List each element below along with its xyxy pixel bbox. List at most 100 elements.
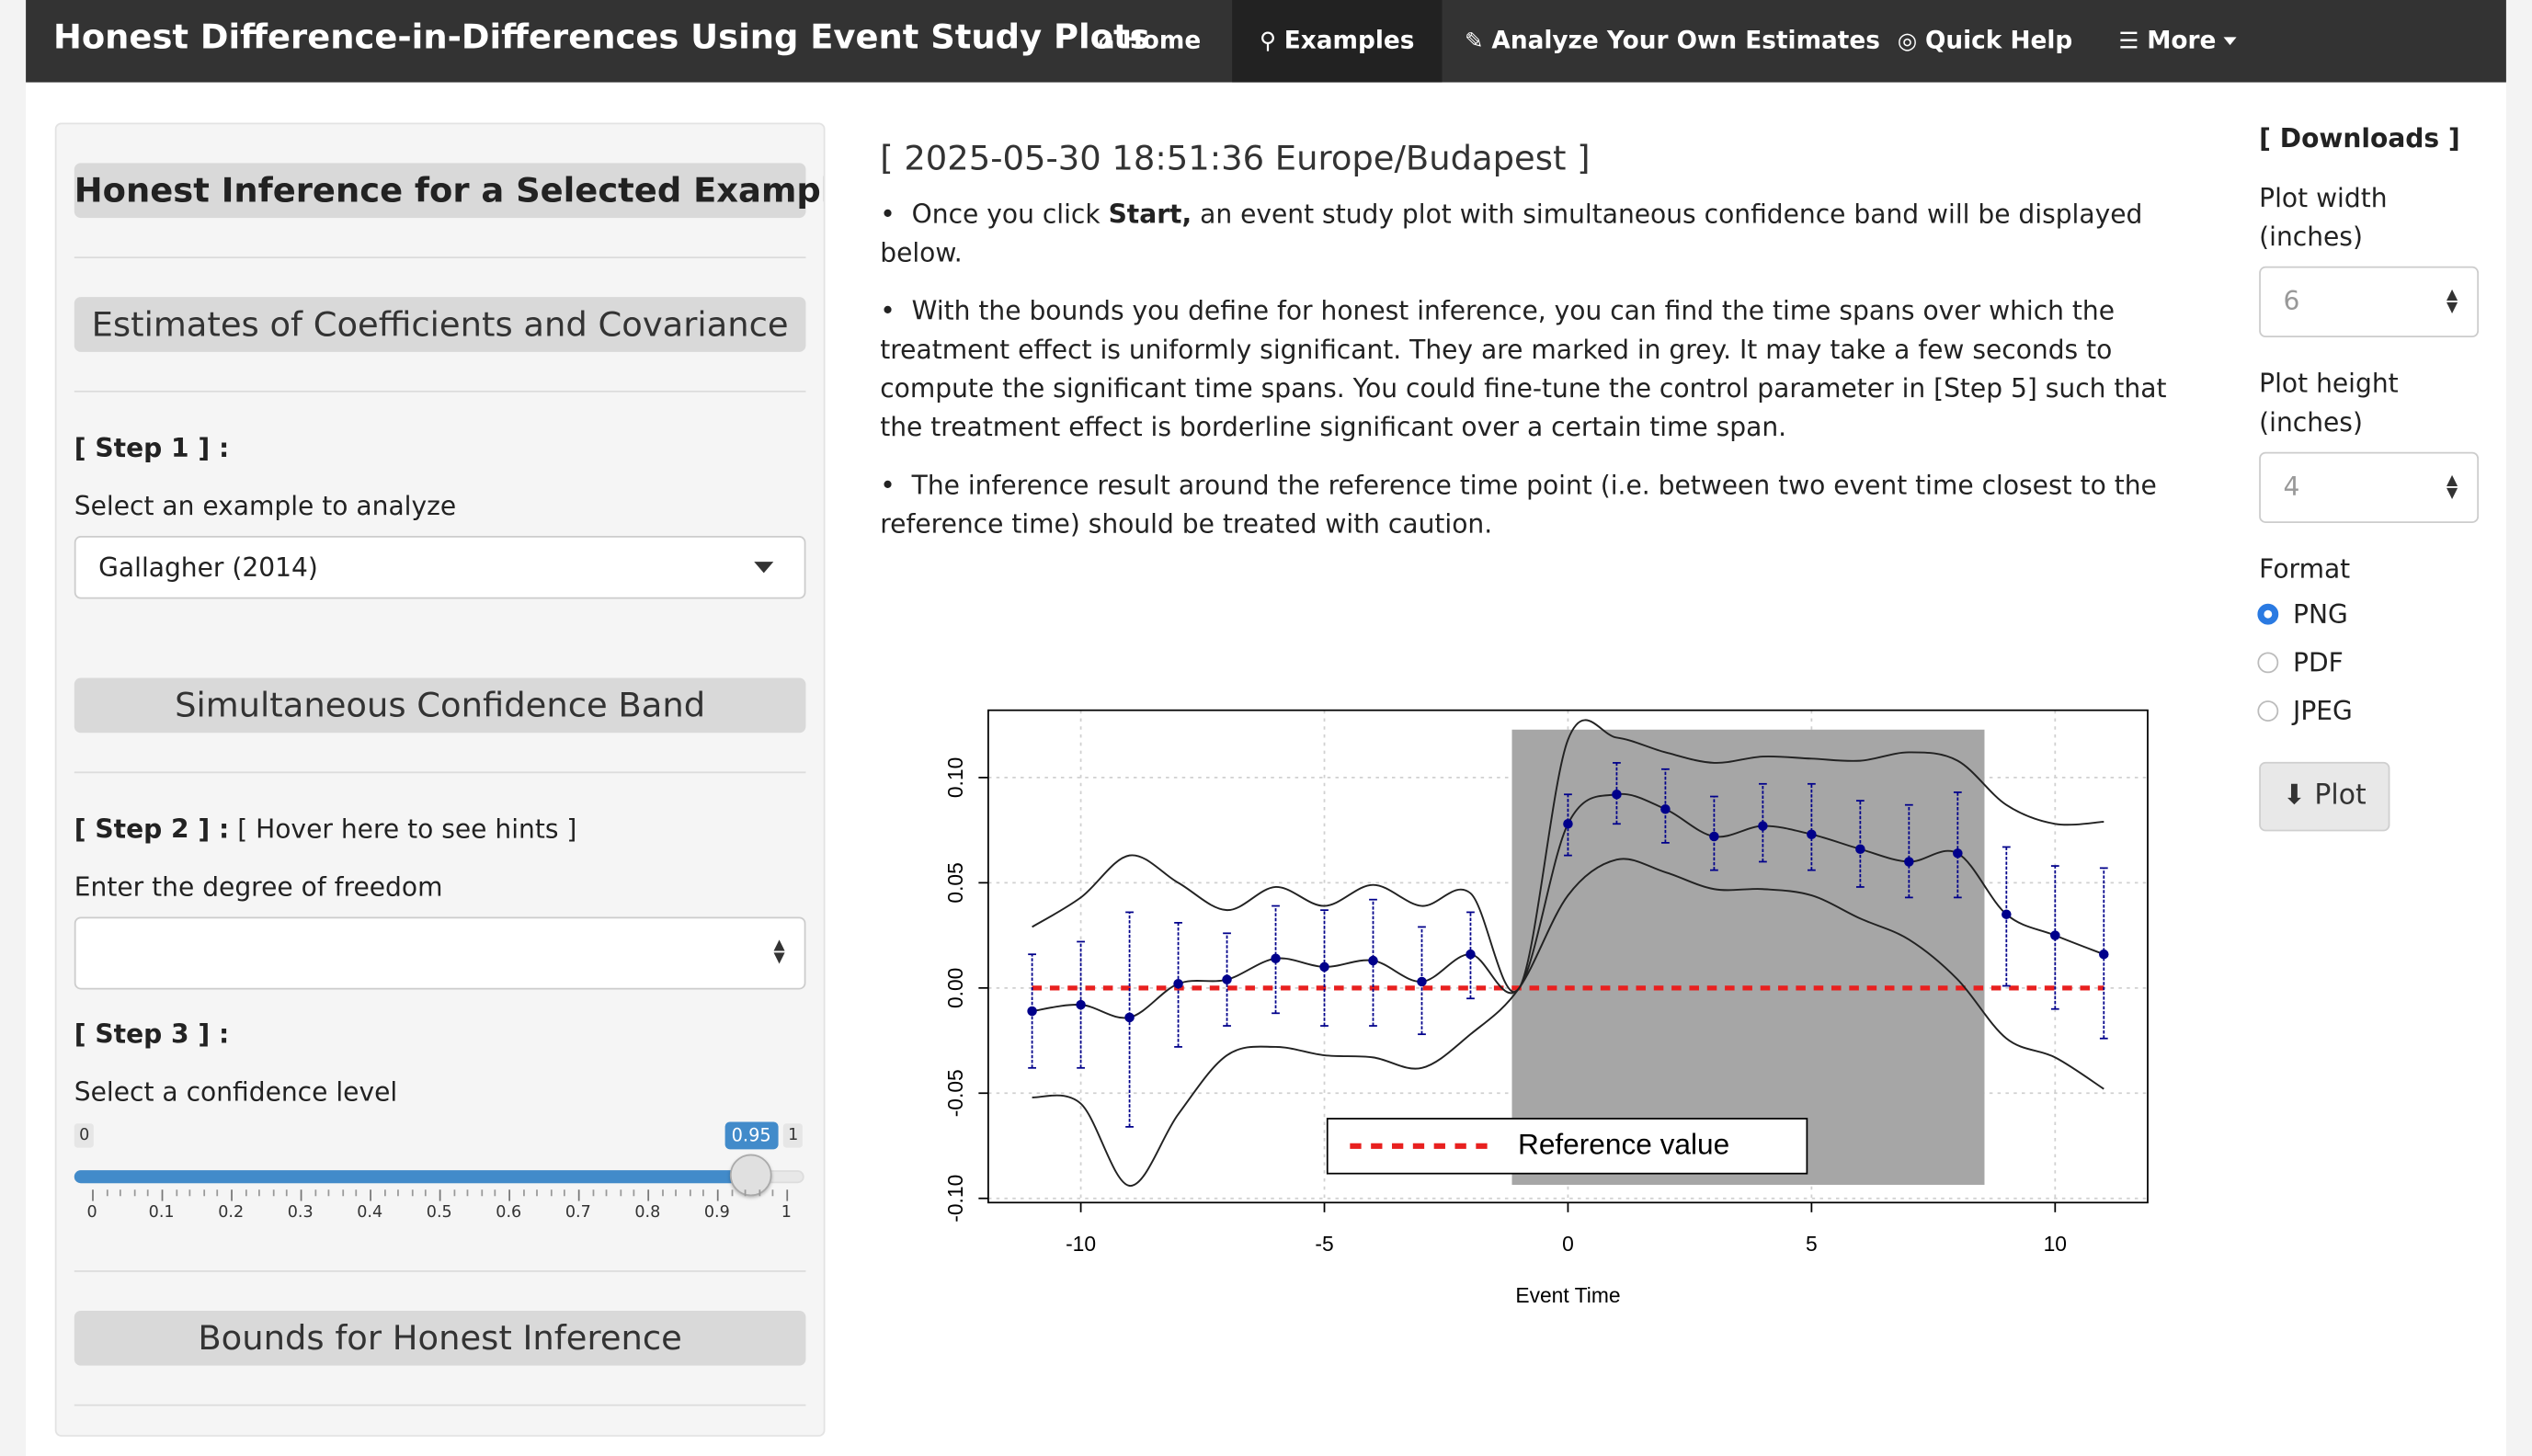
radio-checked[interactable]	[2257, 603, 2279, 625]
download-icon: ⬇	[2282, 779, 2306, 813]
plot-height-value: 4	[2283, 471, 2300, 503]
slider-tick	[120, 1189, 122, 1197]
nav-quick-help-label: Quick Help	[1924, 26, 2073, 55]
slider-tick-label: 0.7	[565, 1204, 591, 1223]
nav-quick-help[interactable]: ◎ Quick Help	[1870, 0, 2100, 83]
slider-tick	[370, 1189, 371, 1201]
data-point	[1563, 819, 1573, 829]
navbar: Honest Difference-in-Differences Using E…	[26, 0, 2506, 83]
significant-span-shade	[1511, 729, 1985, 1185]
timestamp: [ 2025-05-30 18:51:36 Europe/Budapest ]	[880, 139, 1591, 178]
hints-hover[interactable]: [ Hover here to see hints ]	[237, 813, 577, 845]
legend-label-reference: Reference value	[1518, 1128, 1729, 1161]
confidence-slider-handle[interactable]	[729, 1154, 772, 1197]
data-point	[2050, 930, 2060, 940]
slider-tick	[702, 1189, 705, 1197]
slider-tick	[439, 1189, 441, 1201]
slider-tick-label: 0.5	[426, 1204, 452, 1223]
slider-tick	[92, 1189, 94, 1201]
nav-more[interactable]: ☰ More	[2092, 0, 2265, 83]
nav-analyze-label: Analyze Your Own Estimates	[1491, 26, 1880, 55]
format-radio-png[interactable]: PNG	[2257, 599, 2348, 630]
slider-tick	[466, 1189, 469, 1197]
slider-tick-label: 0.8	[634, 1204, 661, 1223]
slider-tick	[188, 1189, 191, 1197]
slider-tick	[675, 1189, 678, 1197]
slider-tick	[175, 1189, 177, 1197]
x-tick-label: 10	[2044, 1232, 2067, 1256]
section-bounds: Bounds for Honest Inference	[74, 1310, 806, 1366]
plot-height-input[interactable]: 4 ▲ ▼	[2259, 451, 2480, 523]
x-tick-label: 5	[1806, 1232, 1818, 1256]
divider	[74, 1270, 806, 1272]
slider-tick	[564, 1189, 566, 1197]
event-study-plot: -10 -5 0 5 10 -0.10 -0.05 0.00 0.05 0.10 Event Tim…	[943, 709, 2149, 1307]
spinner-icon[interactable]: ▲ ▼	[773, 938, 785, 967]
slider-tick	[397, 1189, 400, 1197]
plot-width-value: 6	[2283, 285, 2300, 317]
data-point	[1319, 961, 1329, 973]
slider-tick	[661, 1189, 664, 1197]
section-confidence-band: Simultaneous Confidence Band	[74, 677, 806, 734]
nav-examples-label: Examples	[1283, 26, 1415, 55]
slider-tick	[591, 1189, 594, 1197]
format-radio-pdf[interactable]: PDF	[2257, 647, 2344, 678]
step2-label: [ Step 2 ] : [ Hover here to see hints ]	[74, 813, 577, 845]
nav-home[interactable]: ⌂ Home	[1070, 0, 1228, 83]
data-point	[1612, 789, 1622, 800]
bullet-caution: • The inference result around the refere…	[880, 470, 2157, 540]
slider-tick	[356, 1189, 358, 1197]
data-point	[1855, 844, 1865, 855]
slider-tick	[689, 1189, 691, 1197]
radio-unchecked[interactable]	[2257, 700, 2279, 722]
y-tick-label: 0.10	[943, 757, 967, 798]
data-point	[2002, 909, 2012, 919]
nav-examples[interactable]: ⚲ Examples	[1232, 0, 1443, 83]
slider-ticks	[74, 1189, 804, 1222]
slider-tick	[647, 1189, 650, 1201]
slider-max-label: 1	[782, 1123, 804, 1148]
slider-tick	[383, 1189, 386, 1197]
app-brand[interactable]: Honest Difference-in-Differences Using E…	[52, 17, 1150, 57]
slider-value-label: 0.95	[724, 1121, 778, 1150]
page-margin-left	[0, 0, 27, 1456]
example-select-value: Gallagher (2014)	[98, 552, 318, 583]
slider-tick	[508, 1189, 511, 1201]
slider-tick	[605, 1189, 608, 1197]
confidence-slider-fill	[74, 1170, 751, 1184]
y-tick-label: -0.10	[943, 1175, 967, 1223]
plot-download-button[interactable]: ⬇ Plot	[2259, 761, 2390, 832]
slider-tick	[481, 1189, 483, 1197]
step1-label: [ Step 1 ] :	[74, 432, 230, 464]
divider	[74, 771, 806, 774]
example-select[interactable]: Gallagher (2014)	[74, 536, 806, 599]
spinner-icon[interactable]: ▲ ▼	[2446, 472, 2458, 503]
slider-tick	[716, 1189, 719, 1201]
radio-unchecked[interactable]	[2257, 652, 2279, 674]
slider-tick	[495, 1189, 496, 1197]
instructions: • Once you click Start, an event study p…	[880, 195, 2204, 563]
format-radio-jpeg[interactable]: JPEG	[2257, 696, 2353, 726]
nav-home-label: Home	[1122, 26, 1202, 55]
df-input[interactable]: ▲ ▼	[74, 916, 806, 990]
data-point	[1709, 831, 1719, 842]
divider	[74, 1404, 806, 1406]
home-icon: ⌂	[1098, 28, 1114, 55]
slider-tick	[272, 1189, 275, 1197]
slider-tick	[286, 1189, 289, 1197]
data-point	[1904, 857, 1914, 867]
slider-tick	[217, 1189, 219, 1197]
data-point	[1466, 949, 1476, 960]
data-point	[1222, 974, 1232, 984]
page-margin-right	[2505, 0, 2532, 1456]
plot-width-input[interactable]: 6 ▲ ▼	[2259, 266, 2480, 338]
section-estimates: Estimates of Coefficients and Covariance	[74, 297, 806, 352]
compass-icon: ◎	[1897, 28, 1918, 55]
plot-width-label: Plot width (inches)	[2259, 182, 2388, 252]
band-upper-line	[1032, 719, 2104, 993]
list-icon: ☰	[2118, 28, 2139, 55]
slider-tick-label: 0.4	[357, 1204, 383, 1223]
spinner-icon[interactable]: ▲ ▼	[2446, 287, 2458, 317]
nav-analyze[interactable]: ✎ Analyze Your Own Estimates	[1437, 0, 1908, 83]
slider-tick	[161, 1189, 164, 1201]
